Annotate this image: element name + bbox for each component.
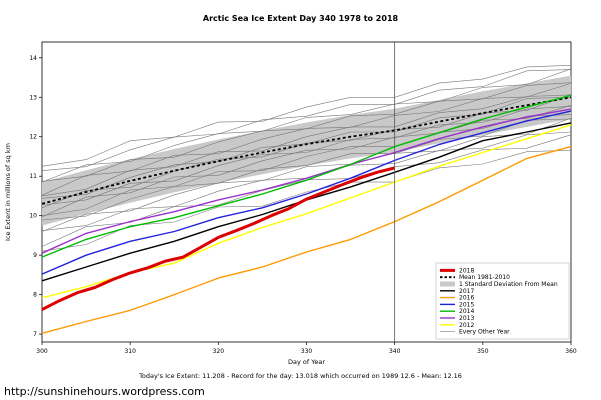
series-2013 (41, 108, 572, 254)
legend-label: 2012 (459, 322, 474, 329)
legend-label: 1 Standard Deviation From Mean (459, 281, 558, 288)
legend-box (435, 262, 570, 340)
series-2018 (41, 166, 396, 311)
y-tick-label: 9 (33, 252, 37, 259)
x-tick-label: 340 (389, 348, 401, 355)
std-deviation-band (42, 75, 571, 226)
x-axis-label: Day of Year (288, 358, 325, 366)
x-tick-label: 330 (301, 348, 313, 355)
legend-label: 2015 (459, 301, 474, 308)
legend-label: Mean 1981-2010 (459, 274, 510, 281)
series-other-year-6 (41, 104, 572, 218)
series-other-year-7 (41, 106, 572, 206)
x-tick-label: 350 (477, 348, 489, 355)
series-other-year-5 (41, 114, 572, 216)
legend-label: Every Other Year (459, 329, 510, 336)
y-tick-label: 7 (33, 331, 37, 338)
y-tick-label: 12 (29, 134, 37, 141)
site-url: http://sunshinehours.wordpress.com (4, 385, 205, 398)
footer-stats: Today's Ice Extent: 11.208 - Record for … (139, 372, 462, 380)
series-other-year-3 (41, 117, 572, 232)
series-other-year-0 (41, 149, 572, 252)
series-other-year-4 (41, 118, 572, 221)
series-mean-1981-2010 (41, 96, 572, 205)
y-tick-label: 10 (29, 213, 37, 220)
legend-label: 2018 (459, 267, 474, 274)
series-other-year-15 (41, 65, 572, 167)
x-tick-label: 310 (124, 348, 136, 355)
chart-title: Arctic Sea Ice Extent Day 340 1978 to 20… (202, 14, 399, 23)
legend-label: 2016 (459, 295, 474, 302)
y-tick-label: 8 (33, 292, 37, 299)
series-other-year-8 (41, 94, 572, 209)
legend-label: 2017 (459, 288, 474, 295)
legend-swatch-band (440, 281, 455, 287)
y-tick-label: 13 (29, 94, 37, 101)
series-other-year-13 (41, 68, 572, 183)
x-tick-label: 360 (565, 348, 577, 355)
series-other-year-14 (41, 69, 572, 171)
y-tick-label: 14 (29, 55, 37, 62)
chart-canvas: 300 310 320 330 340 350 360 7 8 9 10 11 12 13 14 Day of… (4, 41, 577, 366)
x-tick-label: 320 (213, 348, 225, 355)
legend-label: 2014 (459, 308, 474, 315)
y-axis-label: Ice Extent in millions of sq km (4, 143, 12, 241)
x-tick-label: 300 (36, 348, 48, 355)
series-other-year-11 (41, 83, 572, 196)
series-other-year-12 (41, 82, 572, 182)
legend-label: 2013 (459, 315, 474, 322)
series-2014 (41, 94, 572, 258)
series-2015 (41, 110, 572, 275)
series-other-year-10 (41, 94, 572, 197)
y-tick-label: 11 (29, 173, 37, 180)
series-2016 (41, 145, 572, 334)
